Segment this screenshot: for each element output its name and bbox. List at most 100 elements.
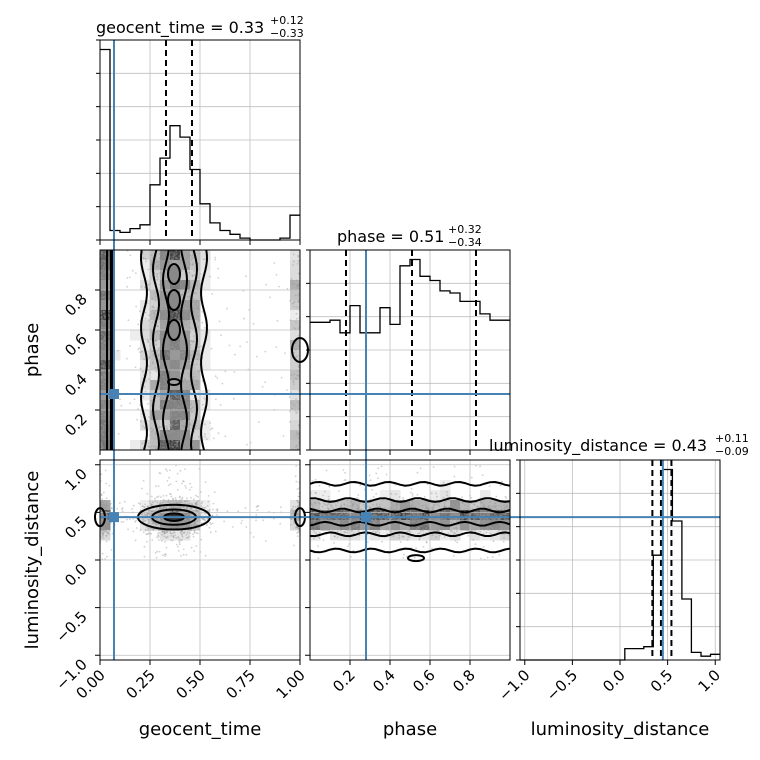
sample-point — [163, 524, 165, 527]
sample-point — [175, 395, 177, 397]
sample-point — [346, 519, 349, 522]
sample-point — [103, 342, 106, 345]
sample-point — [172, 381, 175, 384]
sample-point — [173, 510, 176, 513]
sample-point — [333, 520, 336, 522]
sample-point — [193, 367, 196, 369]
sample-point — [169, 346, 172, 348]
sample-point — [453, 475, 456, 478]
sample-point — [290, 512, 293, 515]
sample-point — [375, 520, 377, 522]
sample-point — [174, 391, 177, 393]
sample-point — [167, 525, 170, 528]
sample-point — [310, 509, 313, 512]
sample-point — [421, 519, 424, 521]
sample-point — [502, 540, 505, 543]
sample-point — [354, 512, 357, 515]
sample-point — [103, 387, 105, 389]
sample-point — [212, 437, 215, 440]
sample-point — [376, 514, 379, 517]
sample-point — [104, 506, 106, 509]
sample-point — [157, 529, 160, 532]
density-cell — [290, 250, 300, 261]
sample-point — [170, 419, 173, 421]
sample-point — [233, 397, 235, 400]
sample-point — [472, 528, 474, 531]
sample-point — [197, 306, 200, 309]
sample-point — [403, 506, 406, 509]
sample-point — [157, 348, 160, 351]
sample-point — [294, 475, 297, 478]
sample-point — [295, 465, 298, 467]
sample-point — [170, 430, 173, 432]
sample-point — [102, 281, 105, 283]
sample-point — [495, 495, 498, 498]
sample-point — [453, 465, 456, 468]
sample-point — [171, 522, 174, 524]
sample-point — [135, 527, 138, 529]
sample-point — [175, 252, 178, 255]
sample-point — [170, 345, 173, 348]
sample-point — [370, 513, 373, 516]
sample-point — [157, 519, 160, 522]
sample-point — [116, 349, 119, 352]
sample-point — [163, 526, 166, 529]
density-cell — [160, 440, 171, 450]
sample-point — [100, 339, 102, 342]
sample-point — [369, 479, 372, 482]
sample-point — [150, 504, 153, 507]
sample-point — [100, 328, 102, 330]
sample-point — [191, 263, 194, 265]
density-cell — [150, 520, 161, 531]
sample-point — [197, 519, 200, 522]
sample-point — [194, 427, 197, 430]
sample-point — [397, 523, 399, 526]
sample-point — [177, 346, 180, 348]
sample-point — [174, 404, 177, 407]
sample-point — [171, 251, 173, 254]
sample-point — [159, 395, 161, 398]
sample-point — [391, 503, 394, 506]
sample-point — [196, 503, 199, 506]
sample-point — [166, 428, 169, 430]
sample-point — [405, 505, 408, 508]
sample-point — [346, 512, 349, 515]
sample-point — [185, 319, 188, 322]
sample-point — [188, 488, 191, 491]
sample-point — [178, 510, 180, 513]
sample-point — [178, 258, 181, 260]
sample-point — [361, 509, 363, 511]
sample-point — [104, 438, 107, 441]
sample-point — [188, 260, 191, 263]
sample-point — [100, 447, 102, 450]
sample-point — [165, 310, 167, 313]
density-cell — [400, 500, 411, 511]
sample-point — [165, 385, 167, 388]
sample-point — [169, 355, 172, 358]
sample-point — [453, 555, 455, 557]
sample-point — [398, 503, 401, 506]
sample-point — [212, 502, 215, 505]
sample-point — [162, 253, 165, 256]
sample-point — [172, 418, 174, 421]
sample-point — [164, 553, 166, 556]
sample-point — [399, 517, 401, 520]
sample-point — [173, 255, 176, 257]
sample-point — [153, 311, 156, 314]
sample-point — [106, 521, 108, 524]
sample-point — [138, 347, 141, 350]
sample-point — [295, 480, 298, 483]
sample-point — [295, 526, 298, 529]
sample-point — [101, 417, 104, 420]
sample-point — [392, 505, 394, 508]
sample-point — [102, 491, 105, 494]
sample-point — [200, 522, 203, 525]
sample-point — [172, 535, 175, 538]
sample-point — [296, 512, 299, 515]
sample-point — [313, 531, 316, 533]
density-cell — [370, 500, 381, 511]
sample-point — [457, 520, 460, 522]
sample-point — [191, 406, 194, 408]
sample-point — [293, 509, 296, 512]
sample-point — [426, 541, 428, 544]
